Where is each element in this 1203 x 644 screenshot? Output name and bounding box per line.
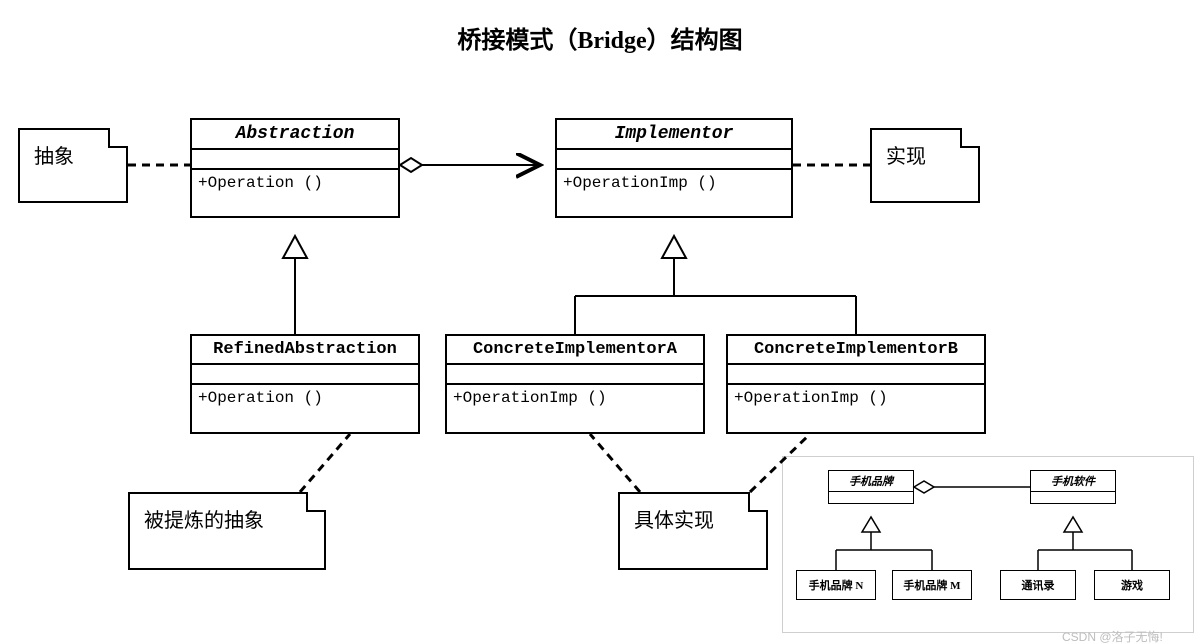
class-implementor-name: Implementor (557, 120, 791, 150)
mini-brand-n-name: 手机品牌 N (797, 571, 875, 595)
class-concrete-b-name: ConcreteImplementorB (728, 336, 984, 365)
class-abstraction-name: Abstraction (192, 120, 398, 150)
class-abstraction: Abstraction +Operation () (190, 118, 400, 218)
mini-contacts: 通讯录 (1000, 570, 1076, 600)
mini-phone-soft-attrs (1031, 492, 1115, 502)
class-implementor-ops: +OperationImp () (557, 170, 791, 196)
class-implementor: Implementor +OperationImp () (555, 118, 793, 218)
note-fold-icon (108, 128, 128, 148)
triangle-icon (283, 236, 307, 258)
edge-note-concrete-a (590, 434, 640, 492)
mini-game-name: 游戏 (1095, 571, 1169, 595)
note-abstract: 抽象 (18, 128, 128, 203)
class-refined-ops: +Operation () (192, 385, 418, 411)
class-implementor-attrs (557, 150, 791, 170)
diamond-icon (400, 158, 422, 172)
note-refined-text: 被提炼的抽象 (144, 510, 264, 532)
mini-phone-soft-name: 手机软件 (1031, 471, 1115, 492)
note-concrete-text: 具体实现 (634, 510, 714, 532)
watermark: CSDN @洛子无悔! (1062, 628, 1163, 644)
class-concrete-a-ops: +OperationImp () (447, 385, 703, 411)
edge-note-refined (300, 434, 350, 492)
class-abstraction-attrs (192, 150, 398, 170)
mini-phone-brand: 手机品牌 (828, 470, 914, 504)
note-implement: 实现 (870, 128, 980, 203)
triangle-icon (662, 236, 686, 258)
class-refined-attrs (192, 365, 418, 385)
class-concrete-a-name: ConcreteImplementorA (447, 336, 703, 365)
mini-phone-brand-name: 手机品牌 (829, 471, 913, 492)
mini-brand-m: 手机品牌 M (892, 570, 972, 600)
mini-contacts-name: 通讯录 (1001, 571, 1075, 595)
mini-brand-n: 手机品牌 N (796, 570, 876, 600)
mini-phone-soft: 手机软件 (1030, 470, 1116, 504)
note-implement-text: 实现 (886, 146, 926, 168)
mini-phone-brand-attrs (829, 492, 913, 502)
note-abstract-text: 抽象 (34, 146, 74, 168)
note-fold-icon (748, 492, 768, 512)
note-refined: 被提炼的抽象 (128, 492, 326, 570)
mini-brand-m-name: 手机品牌 M (893, 571, 971, 595)
class-refined-name: RefinedAbstraction (192, 336, 418, 365)
note-fold-icon (306, 492, 326, 512)
class-abstraction-ops: +Operation () (192, 170, 398, 196)
class-concrete-b-attrs (728, 365, 984, 385)
class-concrete-b-ops: +OperationImp () (728, 385, 984, 411)
class-concrete-a: ConcreteImplementorA +OperationImp () (445, 334, 705, 434)
mini-game: 游戏 (1094, 570, 1170, 600)
class-concrete-b: ConcreteImplementorB +OperationImp () (726, 334, 986, 434)
class-refined-abstraction: RefinedAbstraction +Operation () (190, 334, 420, 434)
class-concrete-a-attrs (447, 365, 703, 385)
note-concrete: 具体实现 (618, 492, 768, 570)
note-fold-icon (960, 128, 980, 148)
diagram-title: 桥接模式（Bridge）结构图 (320, 20, 880, 55)
